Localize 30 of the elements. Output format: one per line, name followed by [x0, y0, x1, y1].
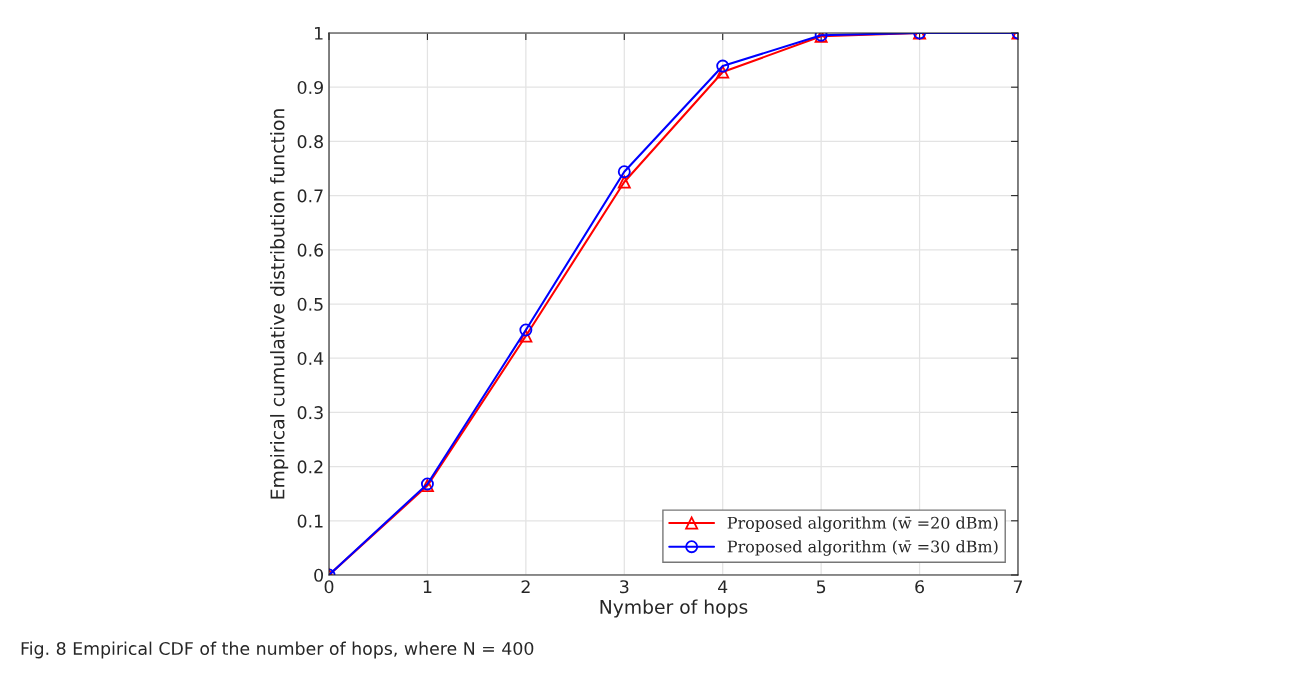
- point: [617, 165, 631, 179]
- caption: Fig. 8 Empirical CDF of the number of hops, where N = 400: [21, 641, 534, 659]
- point: [716, 65, 730, 79]
- x-tick-label: 7: [1013, 580, 1023, 594]
- point: [519, 323, 533, 337]
- y-tick-label: 0.2: [297, 460, 323, 474]
- y-axis-title: Empirical cumulative distribution function: [270, 109, 289, 499]
- x-tick-label: 5: [816, 580, 826, 594]
- y-tick-label: 0.9: [297, 80, 323, 95]
- point: [519, 329, 533, 343]
- x-tick-label: 2: [521, 580, 530, 594]
- y-tick-label: 0.8: [297, 135, 323, 149]
- y-tick-label: 0.1: [297, 514, 323, 528]
- point: [617, 175, 631, 189]
- x-tick-label: 4: [718, 580, 728, 594]
- y-tick-label: 0.3: [297, 406, 323, 420]
- y-tick-label: 0.5: [297, 297, 323, 311]
- y-tick-label: 0.7: [297, 189, 323, 203]
- x-tick-label: 3: [620, 580, 629, 594]
- x-tick-label: 1: [423, 580, 432, 594]
- y-tick-label: 0: [314, 568, 323, 582]
- legend-label: Proposed algorithm (w̄ =30 dBm): [727, 540, 998, 556]
- legend-label: Proposed algorithm (w̄ =20 dBm): [727, 516, 998, 533]
- x-tick-label: 0: [324, 580, 334, 594]
- point: [716, 59, 730, 73]
- y-tick-label: 0.4: [297, 351, 324, 366]
- y-tick-label: 0.6: [297, 243, 324, 257]
- x-tick-label: 6: [915, 580, 924, 594]
- x-axis-title: Nymber of hops: [600, 599, 748, 618]
- y-tick-label: 1: [315, 26, 323, 40]
